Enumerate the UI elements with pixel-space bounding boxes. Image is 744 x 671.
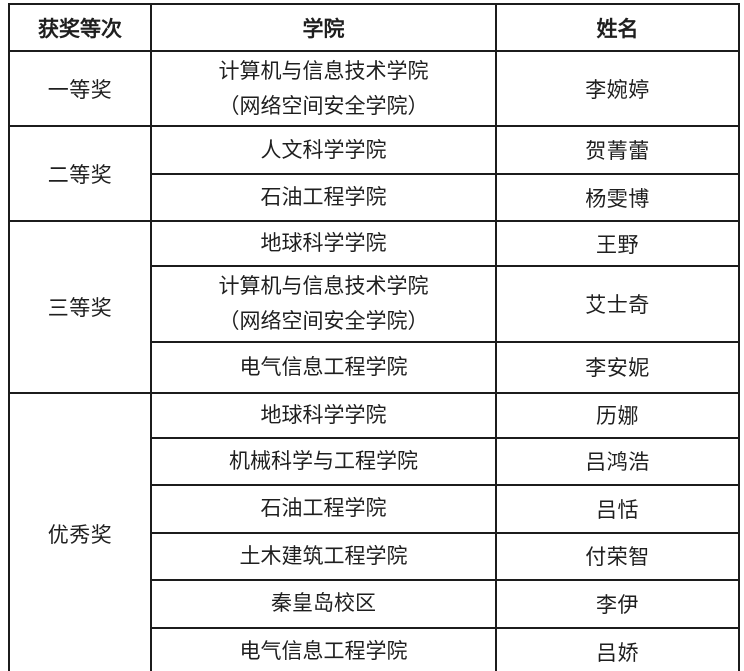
college-cell: 计算机与信息技术学院 （网络空间安全学院） [150,265,497,343]
table-row: 土木建筑工程学院 付荣智 [9,531,740,581]
award-level-cell-first-prize: 一等奖 [8,49,152,128]
college-cell: 石油工程学院 [150,173,497,223]
name-cell: 艾士奇 [495,265,740,343]
col-header-college: 学院 [150,3,497,52]
name-cell: 王野 [495,220,740,268]
college-cell: 地球科学学院 [150,220,497,268]
college-cell: 机械科学与工程学院 [150,436,497,486]
award-level-cell-third-prize: 三等奖 [8,220,152,394]
table-row: 三等奖 地球科学学院 王野 [8,220,740,394]
name-cell: 历娜 [495,391,740,439]
name-cell: 吕鸿浩 [495,436,740,486]
table-row: 机械科学与工程学院 吕鸿浩 [9,436,740,486]
college-cell: 秦皇岛校区 [150,578,497,629]
table-row: 石油工程学院 吕恬 [9,483,740,534]
award-level-cell-second-prize: 二等奖 [8,125,152,223]
award-level-cell-excellence-prize: 优秀奖 [8,391,152,671]
header-row: 获奖等次 学院 姓名 [8,3,740,52]
name-cell: 吕娇 [495,626,740,671]
college-cell: 石油工程学院 [150,483,497,534]
name-cell: 李伊 [495,578,740,629]
name-cell: 李婉婷 [495,49,740,128]
name-cell: 杨雯博 [495,173,740,223]
college-cell: 计算机与信息技术学院 （网络空间安全学院） [150,49,497,128]
college-cell: 地球科学学院 [150,391,497,439]
award-table: 获奖等次 学院 姓名 一等奖 计算机与信息技术学院 （网络空间安全学院） 李婉婷… [8,3,740,671]
table-row: 优秀奖 地球科学学院 历娜 [8,391,740,671]
table-row: 计算机与信息技术学院 （网络空间安全学院） 艾士奇 [9,265,740,343]
name-cell: 吕恬 [495,483,740,534]
table-row: 电气信息工程学院 吕娇 [9,626,740,671]
table-row: 秦皇岛校区 李伊 [9,578,740,629]
name-cell: 付荣智 [495,531,740,581]
table-row: 一等奖 计算机与信息技术学院 （网络空间安全学院） 李婉婷 [8,49,740,128]
college-cell: 土木建筑工程学院 [150,531,497,581]
name-cell: 李安妮 [495,340,740,394]
name-cell: 贺菁蕾 [495,125,740,176]
table-row: 石油工程学院 杨雯博 [9,173,740,223]
college-cell: 电气信息工程学院 [150,626,497,671]
college-cell: 人文科学学院 [150,125,497,176]
table-row: 电气信息工程学院 李安妮 [9,340,740,394]
col-header-award-level: 获奖等次 [8,3,152,52]
col-header-name: 姓名 [495,3,740,52]
table-row: 二等奖 人文科学学院 贺菁蕾 [8,125,740,223]
college-cell: 电气信息工程学院 [150,340,497,394]
